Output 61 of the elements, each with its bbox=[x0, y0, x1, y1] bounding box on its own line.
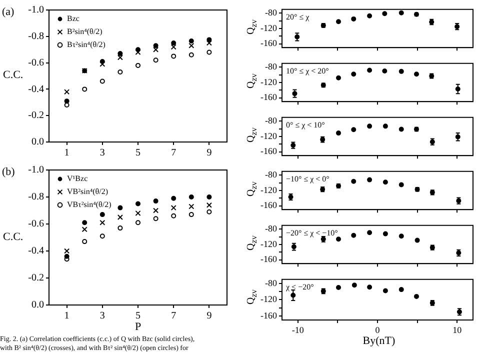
annotation: 0° ≤ χ < 10° bbox=[286, 120, 325, 130]
x-tick-label: -10 bbox=[292, 324, 304, 335]
y-tick-label: -160 bbox=[260, 254, 278, 264]
y-axis-title: C.C. bbox=[3, 230, 24, 242]
annotation: 10° ≤ χ < 20° bbox=[286, 66, 329, 76]
y-tick-label: -0.2 bbox=[28, 110, 44, 122]
y-tick-label: -0.8 bbox=[28, 31, 44, 42]
y-tick-label: -80 bbox=[265, 224, 278, 234]
legend-label: B²sin⁴(θ/2) bbox=[67, 27, 103, 36]
y-tick-label: -120 bbox=[260, 76, 278, 87]
y-tick-label: -1.0 bbox=[28, 4, 44, 16]
y-tick-label: -80 bbox=[265, 278, 278, 288]
y-tick-label: -160 bbox=[260, 38, 278, 48]
x-axis-title: By(nT) bbox=[362, 335, 396, 347]
x-tick-label: 7 bbox=[171, 310, 176, 322]
y-tick-label: -80 bbox=[265, 116, 278, 126]
y-tick-label: 0.0 bbox=[32, 300, 44, 311]
y-tick-label: -120 bbox=[260, 294, 278, 304]
x-axis-title: P bbox=[134, 321, 142, 333]
y-tick-label: -160 bbox=[260, 92, 278, 102]
legend-label: Bzc bbox=[67, 14, 80, 24]
y-tick-label: -80 bbox=[265, 170, 278, 180]
annotation: χ < −20° bbox=[285, 282, 314, 292]
y-tick-label: -120 bbox=[260, 238, 278, 249]
annotation: 20° ≤ χ bbox=[286, 12, 310, 22]
x-tick-label: 5 bbox=[136, 310, 140, 322]
y-tick-label: -0.4 bbox=[28, 84, 44, 95]
x-tick-label: 0 bbox=[375, 324, 380, 335]
y-tick-label: -0.6 bbox=[28, 218, 44, 230]
y-tick-label: -0.2 bbox=[28, 272, 44, 284]
x-tick-label: 9 bbox=[206, 148, 212, 159]
x-tick-label: 3 bbox=[100, 310, 105, 322]
y-axis-title: C.C. bbox=[3, 69, 24, 81]
legend-label: Bτ²sin⁴(θ/2) bbox=[67, 40, 106, 50]
y-tick-label: -0.8 bbox=[28, 192, 44, 203]
y-tick-label: -80 bbox=[265, 8, 278, 18]
x-tick-label: 5 bbox=[136, 148, 140, 159]
y-tick-label: -1.0 bbox=[28, 164, 44, 176]
x-tick-label: 1 bbox=[64, 310, 70, 322]
y-tick-label: -120 bbox=[260, 130, 278, 141]
chart-title: (a) bbox=[2, 6, 14, 18]
y-tick-label: 0.0 bbox=[32, 136, 44, 148]
legend-label: VBτ²sin⁴(θ/2) bbox=[67, 200, 112, 210]
x-tick-label: 7 bbox=[171, 148, 176, 159]
x-tick-label: 9 bbox=[206, 310, 212, 322]
x-tick-label: 1 bbox=[64, 148, 70, 159]
legend-label: V¹Bzc bbox=[67, 174, 88, 184]
y-tick-label: -0.6 bbox=[28, 57, 44, 68]
y-tick-label: -160 bbox=[260, 200, 278, 210]
y-tick-label: -0.4 bbox=[28, 246, 44, 257]
y-tick-label: -160 bbox=[260, 310, 278, 320]
y-tick-label: -120 bbox=[260, 184, 278, 195]
y-tick-label: -80 bbox=[265, 62, 278, 72]
y-tick-label: -160 bbox=[260, 146, 278, 156]
chart-title: (b) bbox=[2, 166, 15, 178]
x-tick-label: 10 bbox=[452, 324, 462, 335]
x-tick-label: 3 bbox=[100, 148, 105, 159]
legend-label: VB²sin⁴(θ/2) bbox=[67, 187, 108, 196]
y-tick-label: -120 bbox=[260, 22, 278, 33]
annotation: −20° ≤ χ < −10° bbox=[286, 228, 338, 238]
annotation: −10° ≤ χ < 0° bbox=[286, 174, 330, 184]
